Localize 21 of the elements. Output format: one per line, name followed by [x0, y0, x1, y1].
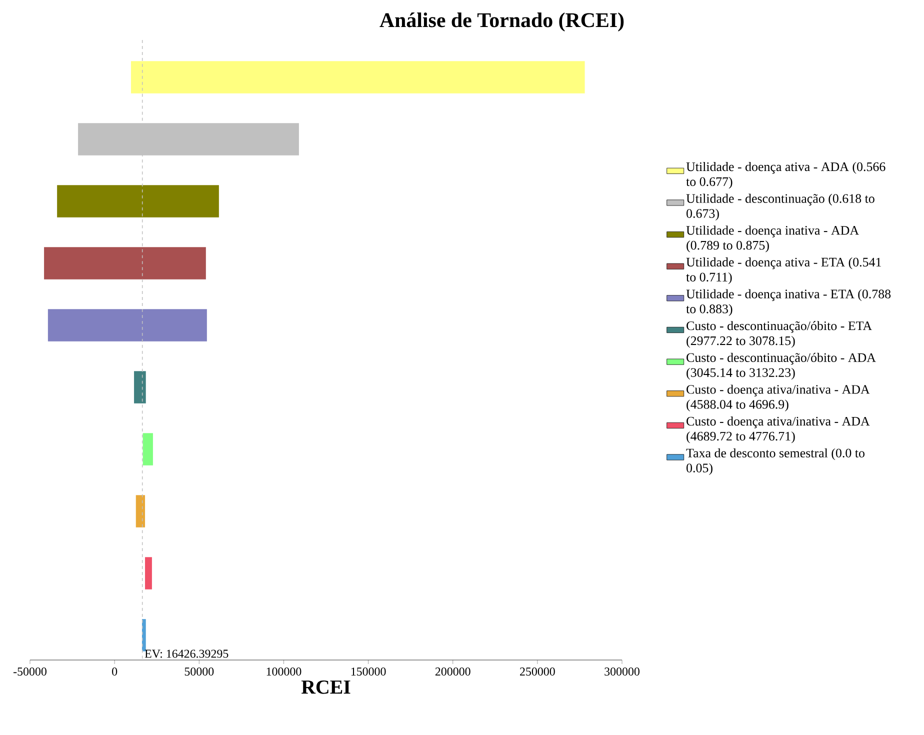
- x-tick-label: 50000: [184, 668, 214, 676]
- legend-label: Custo - doença ativa/inativa - ADA (4588.04 to 4696.9): [686, 384, 870, 412]
- x-tick-label: 250000: [520, 668, 555, 676]
- x-tick-label: -50000: [14, 668, 46, 676]
- legend-label: Custo - descontinuação/óbito - ADA (3045.14 to 3132.23): [686, 352, 876, 380]
- x-tick-label: 300000: [604, 668, 640, 676]
- legend-label: Utilidade - doença ativa - ADA (0.566 to 0.677): [686, 162, 886, 189]
- legend-label: Utilidade - doença inativa - ADA (0.789 to 0.875): [686, 226, 859, 252]
- legend-label: Custo - doença ativa/inativa - ADA (4689.72 to 4776.71): [686, 416, 870, 444]
- legend-label: Taxa de desconto semestral (0.0 to 0.05): [686, 448, 864, 475]
- legend-label: Utilidade - descontinuação (0.618 to 0.673): [686, 194, 874, 220]
- x-tick-label: 150000: [351, 668, 386, 676]
- ref-line-label: EV: 16426.39295: [144, 650, 228, 658]
- legend-label: Utilidade - doença ativa - ETA (0.541 to 0.711): [686, 257, 881, 284]
- chart-title: Análise de Tornado (RCEI): [380, 12, 624, 32]
- x-tick-label: 200000: [435, 668, 470, 676]
- legend-label: Utilidade - doença inativa - ETA (0.788 to 0.883): [686, 289, 891, 316]
- x-tick-label: 0: [112, 668, 118, 676]
- x-tick-label: 100000: [266, 668, 302, 676]
- x-axis-title: RCEI: [301, 680, 350, 694]
- legend-label: Custo - descontinuação/óbito - ETA (2977.22 to 3078.15): [686, 321, 872, 348]
